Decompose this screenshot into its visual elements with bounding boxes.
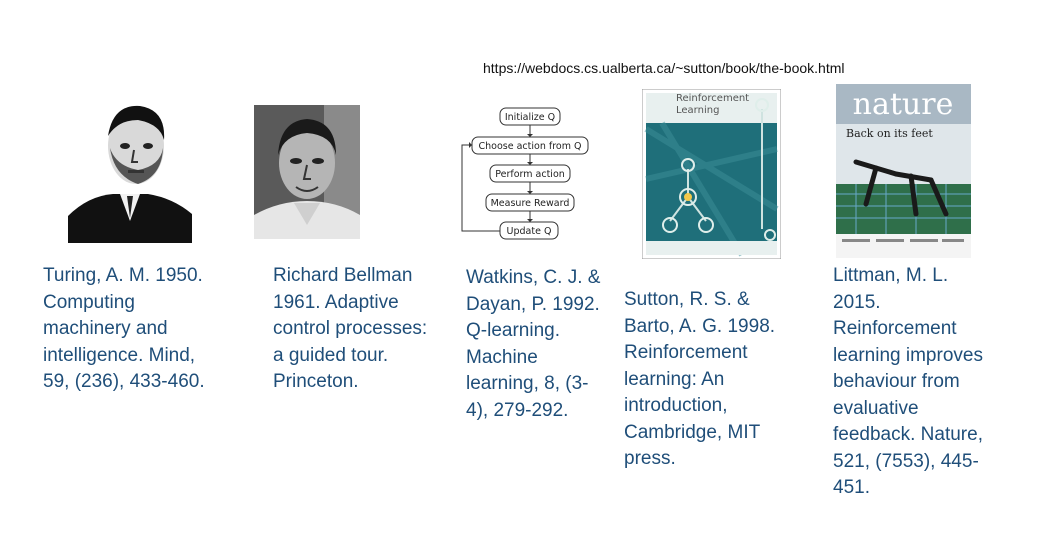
- reference-line: press.: [624, 448, 676, 469]
- flowchart-step-3: Perform action: [495, 169, 565, 180]
- turing-portrait: [68, 96, 192, 243]
- nature-cover: nature Back on its feet: [836, 84, 971, 258]
- book-title-line-1: Reinforcement: [676, 93, 749, 104]
- reference-line: 59, (236), 433-460.: [43, 371, 205, 392]
- reference-turing: Turing, A. M. 1950. Computing machinery …: [43, 263, 205, 396]
- reference-line: Watkins, C. J. &: [466, 267, 601, 288]
- flowchart-step-2: Choose action from Q: [479, 141, 582, 152]
- reference-line: control processes:: [273, 318, 428, 339]
- reference-line: intelligence. Mind,: [43, 344, 196, 366]
- reference-line: Littman, M. L.: [833, 265, 949, 286]
- reference-sutton: Sutton, R. S. & Barto, A. G. 1998. Reinf…: [624, 287, 775, 473]
- reference-line: Reinforcement: [624, 342, 748, 363]
- book-url[interactable]: https://webdocs.cs.ualberta.ca/~sutton/b…: [483, 60, 845, 76]
- reference-line: Turing, A. M. 1950.: [43, 265, 203, 286]
- nature-masthead: nature: [853, 87, 954, 122]
- book-title-line-2: Learning: [676, 105, 719, 116]
- flowchart-step-5: Update Q: [507, 226, 552, 237]
- reference-line: Richard Bellman: [273, 265, 413, 286]
- reference-line: Reinforcement: [833, 318, 957, 339]
- reference-line: Barto, A. G. 1998.: [624, 315, 776, 337]
- reference-bellman: Richard Bellman 1961. Adaptive control p…: [273, 263, 427, 396]
- reference-line: learning improves: [833, 344, 983, 366]
- reference-line: learning, 8, (3-: [466, 373, 589, 394]
- reference-line: feedback. Nature,: [833, 424, 983, 445]
- reference-littman: Littman, M. L. 2015. Reinforcement learn…: [833, 263, 983, 502]
- reference-line: machinery and: [43, 318, 168, 339]
- reference-line: 1961. Adaptive: [273, 291, 399, 313]
- reference-line: 451.: [833, 477, 870, 498]
- reference-line: Q-learning.: [466, 320, 560, 341]
- reference-line: Sutton, R. S. &: [624, 289, 750, 310]
- reference-line: introduction,: [624, 395, 728, 416]
- bellman-portrait: [254, 105, 360, 239]
- reference-line: learning: An: [624, 368, 725, 390]
- reference-line: Cambridge, MIT: [624, 421, 761, 443]
- reference-line: Princeton.: [273, 371, 359, 392]
- reference-line: behaviour from: [833, 371, 960, 392]
- flowchart-step-4: Measure Reward: [491, 198, 570, 209]
- reference-line: evaluative: [833, 397, 919, 419]
- reference-line: Computing: [43, 291, 135, 313]
- q-learning-flowchart: Initialize Q Choose action from Q Perfor…: [456, 104, 592, 246]
- reference-line: a guided tour.: [273, 344, 389, 366]
- reference-line: 2015.: [833, 291, 881, 313]
- rl-book-cover: Reinforcement Learning: [641, 88, 782, 260]
- nature-headline: Back on its feet: [846, 127, 933, 140]
- reference-line: Dayan, P. 1992.: [466, 293, 600, 315]
- reference-line: 4), 279-292.: [466, 399, 569, 421]
- reference-line: Machine: [466, 346, 538, 368]
- reference-watkins: Watkins, C. J. & Dayan, P. 1992. Q-learn…: [466, 265, 600, 424]
- flowchart-step-1: Initialize Q: [505, 112, 555, 123]
- reference-line: 521, (7553), 445-: [833, 450, 979, 472]
